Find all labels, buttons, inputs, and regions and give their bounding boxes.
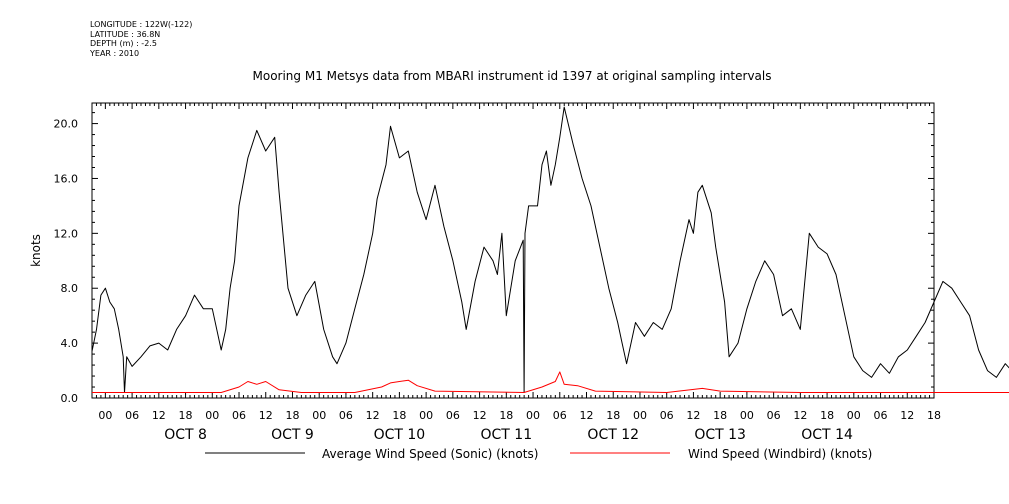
y-tick-label: 20.0 bbox=[54, 118, 79, 131]
hour-tick-label: 00 bbox=[633, 409, 647, 422]
y-tick-label: 4.0 bbox=[61, 337, 79, 350]
series-line bbox=[92, 371, 1009, 393]
mooring-metadata: LONGITUDE : 122W(-122) LATITUDE : 36.8N … bbox=[90, 20, 192, 58]
longitude-label: LONGITUDE : 122W(-122) bbox=[90, 20, 193, 29]
year-label: YEAR : 2010 bbox=[90, 48, 140, 58]
hour-tick-label: 06 bbox=[339, 409, 353, 422]
y-axis: 0.0 4.0 8.0 12.0 16.0 20.0 bbox=[54, 112, 934, 405]
hour-tick-label: 06 bbox=[232, 409, 246, 422]
hour-tick-label: 18 bbox=[285, 409, 299, 422]
hour-tick-label: 18 bbox=[606, 409, 620, 422]
y-axis-label: knots bbox=[29, 234, 43, 267]
hour-tick-label: 18 bbox=[179, 409, 193, 422]
y-tick-label: 12.0 bbox=[54, 227, 79, 240]
day-label: OCT 10 bbox=[374, 427, 426, 443]
hour-tick-label: 00 bbox=[847, 409, 861, 422]
hour-tick-label: 12 bbox=[793, 409, 807, 422]
hour-tick-label: 06 bbox=[767, 409, 781, 422]
chart-title: Mooring M1 Metsys data from MBARI instru… bbox=[253, 69, 772, 83]
hour-tick-label: 12 bbox=[366, 409, 380, 422]
hour-tick-label: 18 bbox=[820, 409, 834, 422]
hour-tick-label: 00 bbox=[205, 409, 219, 422]
y-tick-label: 16.0 bbox=[54, 172, 79, 185]
day-label: OCT 8 bbox=[164, 427, 207, 443]
hour-tick-label: 18 bbox=[927, 409, 941, 422]
hour-tick-label: 18 bbox=[392, 409, 406, 422]
hour-tick-label: 06 bbox=[125, 409, 139, 422]
day-label: OCT 12 bbox=[587, 427, 639, 443]
hour-tick-label: 12 bbox=[900, 409, 914, 422]
hour-tick-label: 12 bbox=[473, 409, 487, 422]
legend-label: Average Wind Speed (Sonic) (knots) bbox=[322, 447, 538, 461]
y-tick-label: 8.0 bbox=[61, 282, 79, 295]
x-axis: 00 06 12 18 00 06 12 18 00 06 12 18 00 06 12 18 00 06 12 18… bbox=[91, 103, 941, 443]
hour-tick-label: 06 bbox=[553, 409, 567, 422]
hour-tick-label: 00 bbox=[98, 409, 112, 422]
day-label: OCT 11 bbox=[481, 427, 533, 443]
hour-tick-label: 00 bbox=[419, 409, 433, 422]
legend: Average Wind Speed (Sonic) (knots) Wind S… bbox=[205, 447, 872, 461]
hour-tick-label: 12 bbox=[686, 409, 700, 422]
legend-label: Wind Speed (Windbird) (knots) bbox=[688, 447, 872, 461]
hour-tick-label: 00 bbox=[740, 409, 754, 422]
hour-tick-label: 06 bbox=[446, 409, 460, 422]
hour-tick-label: 12 bbox=[259, 409, 273, 422]
day-label: OCT 14 bbox=[801, 427, 853, 443]
series-layer bbox=[91, 106, 1009, 393]
hour-tick-label: 18 bbox=[499, 409, 513, 422]
plot-frame bbox=[91, 102, 935, 399]
hour-tick-label: 18 bbox=[713, 409, 727, 422]
day-label: OCT 13 bbox=[694, 427, 746, 443]
series-line bbox=[91, 106, 1009, 393]
hour-tick-label: 12 bbox=[152, 409, 166, 422]
hour-tick-label: 06 bbox=[660, 409, 674, 422]
hour-tick-label: 12 bbox=[580, 409, 594, 422]
hour-tick-label: 00 bbox=[526, 409, 540, 422]
hour-tick-label: 00 bbox=[312, 409, 326, 422]
latitude-label: LATITUDE : 36.8N bbox=[90, 29, 161, 39]
y-tick-label: 0.0 bbox=[61, 392, 79, 405]
day-label: OCT 9 bbox=[271, 427, 314, 443]
depth-label: DEPTH (m) : -2.5 bbox=[90, 39, 157, 48]
hour-tick-label: 06 bbox=[874, 409, 888, 422]
